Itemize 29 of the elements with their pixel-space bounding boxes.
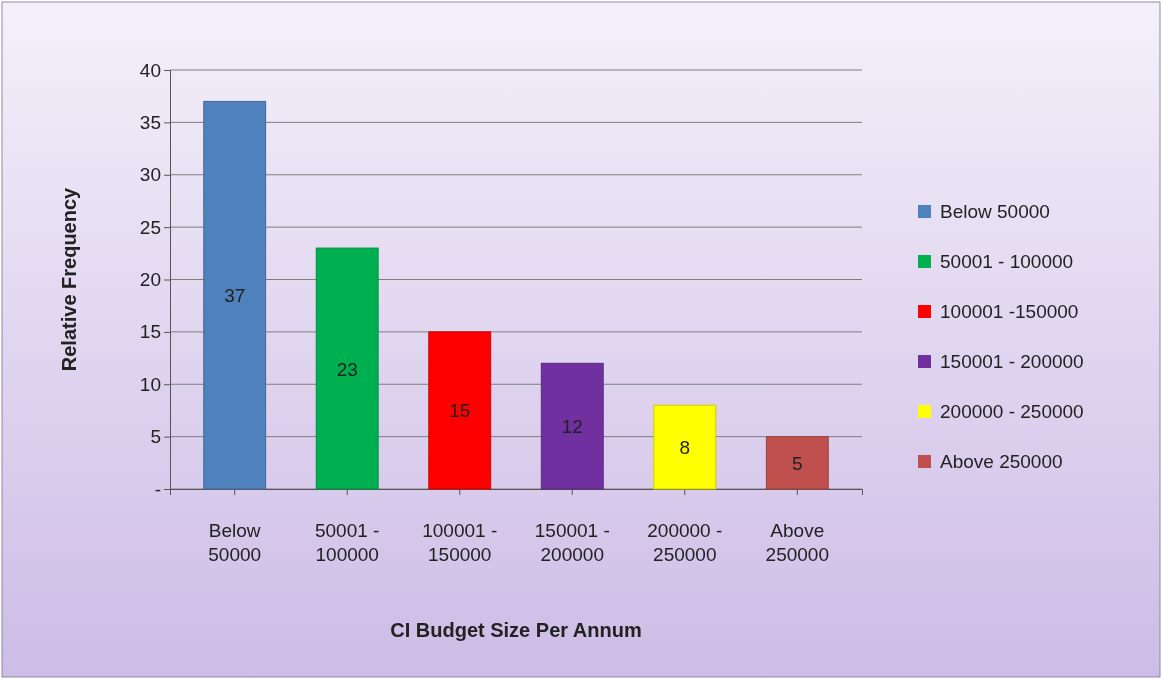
legend-label: 150001 - 200000	[940, 351, 1084, 372]
x-axis-title: CI Budget Size Per Annum	[390, 619, 642, 641]
data-label: 23	[336, 358, 358, 380]
text: Below 50000	[940, 201, 1050, 222]
y-tick-label: -	[154, 478, 161, 500]
data-label: 15	[449, 400, 471, 422]
y-tick-label: 35	[139, 111, 161, 133]
x-tick-label: 50001 - 100000	[314, 520, 380, 565]
x-tick-label: 150001 - 200000	[534, 520, 610, 565]
data-label: 5	[792, 452, 803, 474]
y-tick-label: 40	[139, 59, 161, 81]
y-tick-label: 30	[139, 164, 161, 186]
x-tick-label: Below 50000	[208, 520, 262, 565]
legend-label: 50001 - 100000	[940, 251, 1074, 272]
y-tick-label: 10	[139, 373, 161, 395]
data-label: 37	[224, 285, 246, 307]
legend-label: Above 250000	[940, 451, 1063, 472]
data-label: 12	[561, 416, 583, 438]
y-tick-label: 5	[150, 426, 161, 448]
x-tick-label: 100001 - 150000	[422, 520, 498, 565]
y-tick-label: 15	[139, 321, 161, 343]
x-tick-label: 200000 - 250000	[647, 520, 723, 565]
y-tick-label: 20	[139, 269, 161, 291]
data-label: 8	[679, 437, 691, 459]
y-axis-title: Relative Frequency	[58, 186, 80, 372]
y-tick-label: 25	[139, 216, 161, 238]
x-tick-label: Above 250000	[765, 520, 829, 565]
legend-label: 100001 -150000	[940, 301, 1079, 322]
legend-label: 200000 - 250000	[940, 401, 1084, 422]
